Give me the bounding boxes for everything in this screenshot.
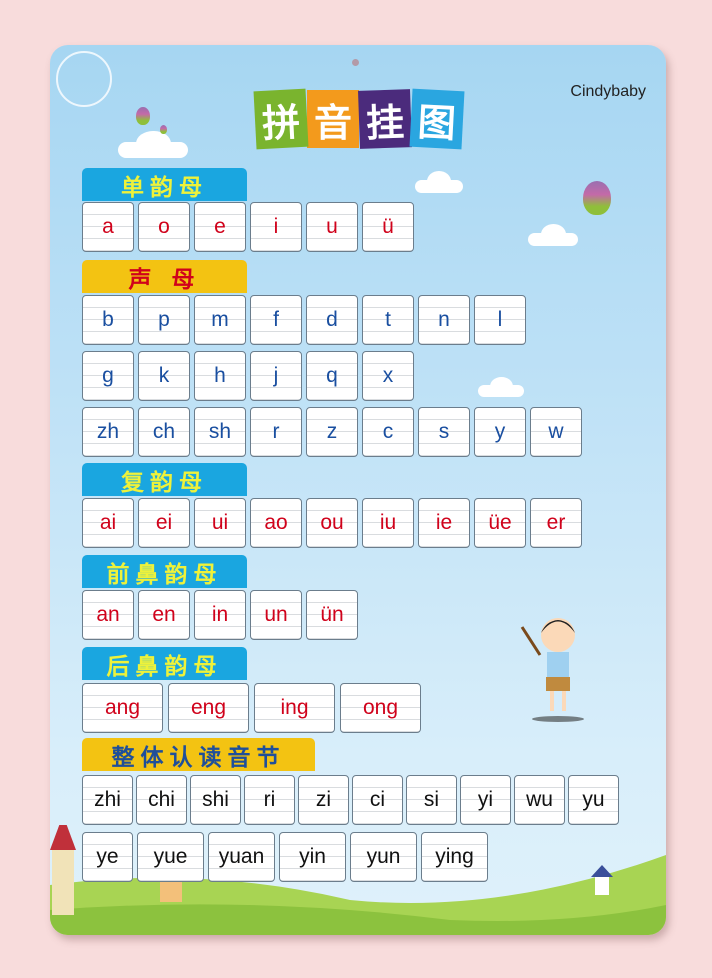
pinyin-card: h <box>194 351 246 401</box>
section-header: 声 母 <box>82 260 247 293</box>
pinyin-card: üe <box>474 498 526 548</box>
pinyin-card: t <box>362 295 414 345</box>
pinyin-card: c <box>362 407 414 457</box>
pinyin-card: u <box>306 202 358 252</box>
cloud-icon <box>528 223 578 246</box>
pinyin-card: zh <box>82 407 134 457</box>
pinyin-card: e <box>194 202 246 252</box>
pinyin-card: eng <box>168 683 249 733</box>
title-char: 音 <box>307 90 359 148</box>
pinyin-card: ou <box>306 498 358 548</box>
pinyin-card: b <box>82 295 134 345</box>
pinyin-row: zh ch sh r z c s y w <box>82 407 582 457</box>
pinyin-card: ying <box>421 832 488 882</box>
pinyin-card: iu <box>362 498 414 548</box>
cloud-icon <box>478 376 524 397</box>
pinyin-card: m <box>194 295 246 345</box>
pinyin-card: y <box>474 407 526 457</box>
pinyin-card: ao <box>250 498 302 548</box>
pinyin-card: yun <box>350 832 417 882</box>
pinyin-card: yi <box>460 775 511 825</box>
pinyin-card: zi <box>298 775 349 825</box>
section-header: 整体认读音节 <box>82 738 315 771</box>
pinyin-card: x <box>362 351 414 401</box>
pinyin-row: an en in un ün <box>82 590 358 640</box>
pinyin-card: chi <box>136 775 187 825</box>
pinyin-card: er <box>530 498 582 548</box>
pinyin-card: ing <box>254 683 335 733</box>
pinyin-card: w <box>530 407 582 457</box>
pinyin-card: ch <box>138 407 190 457</box>
cloud-icon <box>415 170 463 193</box>
title-char: 拼 <box>253 88 309 150</box>
pinyin-card: f <box>250 295 302 345</box>
pinyin-card: o <box>138 202 190 252</box>
pinyin-card: ai <box>82 498 134 548</box>
hanging-hole <box>352 59 359 66</box>
pinyin-card: p <box>138 295 190 345</box>
section-header: 前鼻韵母 <box>82 555 247 588</box>
pinyin-card: q <box>306 351 358 401</box>
pinyin-card: j <box>250 351 302 401</box>
pinyin-card: in <box>194 590 246 640</box>
sun-icon <box>56 51 112 107</box>
pinyin-card: ri <box>244 775 295 825</box>
pinyin-card: yu <box>568 775 619 825</box>
pinyin-card: l <box>474 295 526 345</box>
pinyin-card: d <box>306 295 358 345</box>
pinyin-card: shi <box>190 775 241 825</box>
pinyin-card: yue <box>137 832 204 882</box>
section-header: 后鼻韵母 <box>82 647 247 680</box>
balloon-icon <box>160 125 167 134</box>
section-header: 单韵母 <box>82 168 247 201</box>
title-char: 图 <box>409 88 465 150</box>
pinyin-card: g <box>82 351 134 401</box>
pinyin-card: i <box>250 202 302 252</box>
balloon-icon <box>136 107 150 125</box>
pinyin-card: ong <box>340 683 421 733</box>
pinyin-card: ün <box>306 590 358 640</box>
pinyin-card: wu <box>514 775 565 825</box>
pinyin-card: ü <box>362 202 414 252</box>
pinyin-row: ye yue yuan yin yun ying <box>82 832 488 882</box>
pinyin-card: k <box>138 351 190 401</box>
hills-illustration <box>50 825 666 935</box>
pinyin-card: yuan <box>208 832 275 882</box>
balloon-icon <box>583 181 611 215</box>
cloud-icon <box>118 130 188 158</box>
page-title: 拼 音 挂 图 <box>253 88 465 150</box>
pinyin-card: ang <box>82 683 163 733</box>
pinyin-card: ye <box>82 832 133 882</box>
pinyin-card: sh <box>194 407 246 457</box>
pinyin-row: ang eng ing ong <box>82 683 421 733</box>
pinyin-card: s <box>418 407 470 457</box>
pinyin-card: ei <box>138 498 190 548</box>
pinyin-card: z <box>306 407 358 457</box>
pinyin-card: n <box>418 295 470 345</box>
pinyin-card: en <box>138 590 190 640</box>
pinyin-card: si <box>406 775 457 825</box>
boy-illustration <box>520 618 584 722</box>
pinyin-card: zhi <box>82 775 133 825</box>
pinyin-card: an <box>82 590 134 640</box>
pinyin-card: ie <box>418 498 470 548</box>
pinyin-card: a <box>82 202 134 252</box>
title-char: 挂 <box>358 89 412 149</box>
pinyin-row: ai ei ui ao ou iu ie üe er <box>82 498 582 548</box>
pinyin-card: r <box>250 407 302 457</box>
pinyin-card: ci <box>352 775 403 825</box>
section-header: 复韵母 <box>82 463 247 496</box>
pinyin-card: ui <box>194 498 246 548</box>
pinyin-row: zhi chi shi ri zi ci si yi wu yu <box>82 775 619 825</box>
pinyin-card: yin <box>279 832 346 882</box>
brand-label: Cindybaby <box>570 83 646 100</box>
pinyin-card: un <box>250 590 302 640</box>
